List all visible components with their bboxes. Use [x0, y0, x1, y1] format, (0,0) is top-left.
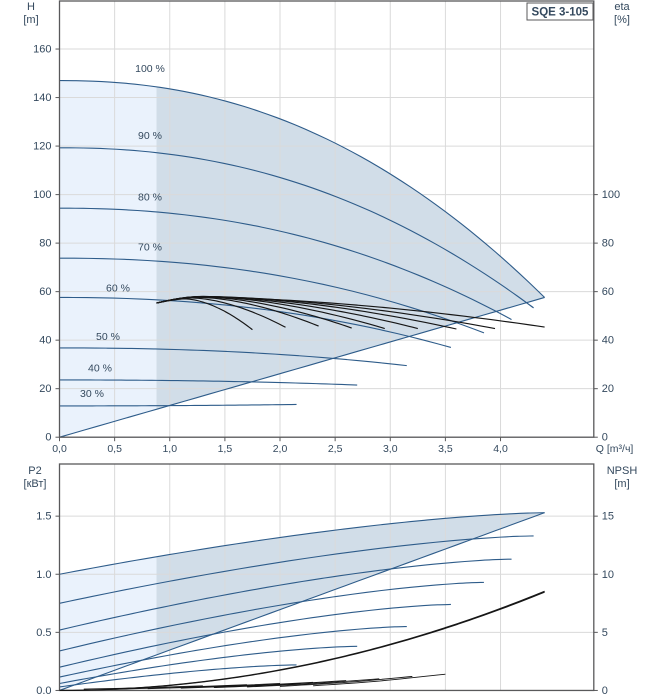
- svg-text:H: H: [27, 1, 35, 13]
- svg-text:[%]: [%]: [614, 14, 630, 26]
- svg-text:120: 120: [33, 141, 51, 153]
- svg-text:140: 140: [33, 92, 51, 104]
- svg-text:60: 60: [602, 286, 614, 298]
- svg-text:3,0: 3,0: [383, 443, 398, 455]
- svg-text:100: 100: [602, 189, 620, 201]
- svg-text:100: 100: [33, 189, 51, 201]
- svg-text:0.0: 0.0: [36, 685, 51, 697]
- svg-text:70 %: 70 %: [138, 241, 162, 253]
- svg-text:0: 0: [602, 432, 608, 444]
- svg-text:80: 80: [39, 238, 51, 250]
- svg-text:Q [m³/ч]: Q [m³/ч]: [596, 443, 634, 455]
- svg-text:SQE 3-105: SQE 3-105: [532, 7, 589, 19]
- svg-text:1,5: 1,5: [218, 443, 233, 455]
- svg-text:60 %: 60 %: [106, 283, 130, 295]
- svg-text:0,5: 0,5: [107, 443, 122, 455]
- svg-text:P2: P2: [28, 465, 41, 477]
- svg-text:40: 40: [602, 335, 614, 347]
- svg-text:30 %: 30 %: [80, 388, 104, 400]
- svg-text:eta: eta: [614, 1, 630, 13]
- svg-text:20: 20: [39, 383, 51, 395]
- svg-text:0: 0: [602, 685, 608, 697]
- svg-text:5: 5: [602, 627, 608, 639]
- svg-text:80 %: 80 %: [138, 192, 162, 204]
- svg-text:40: 40: [39, 335, 51, 347]
- svg-text:40 %: 40 %: [88, 363, 112, 375]
- svg-text:2,0: 2,0: [273, 443, 288, 455]
- svg-text:50 %: 50 %: [96, 331, 120, 343]
- svg-text:4,0: 4,0: [493, 443, 508, 455]
- svg-text:1.5: 1.5: [36, 511, 51, 523]
- svg-text:NPSH: NPSH: [607, 465, 638, 477]
- svg-text:0: 0: [45, 432, 51, 444]
- svg-text:100 %: 100 %: [135, 63, 165, 75]
- svg-text:20: 20: [602, 383, 614, 395]
- svg-text:80: 80: [602, 238, 614, 250]
- svg-text:[кВт]: [кВт]: [24, 478, 47, 490]
- svg-text:1,0: 1,0: [162, 443, 177, 455]
- svg-text:[m]: [m]: [614, 478, 629, 490]
- svg-text:90 %: 90 %: [138, 130, 162, 142]
- svg-text:[m]: [m]: [23, 14, 38, 26]
- svg-text:1.0: 1.0: [36, 569, 51, 581]
- svg-text:15: 15: [602, 511, 614, 523]
- svg-text:160: 160: [33, 44, 51, 56]
- svg-text:0.5: 0.5: [36, 627, 51, 639]
- svg-text:2,5: 2,5: [328, 443, 343, 455]
- svg-text:0,0: 0,0: [52, 443, 67, 455]
- svg-text:3,5: 3,5: [438, 443, 453, 455]
- svg-text:60: 60: [39, 286, 51, 298]
- svg-text:10: 10: [602, 569, 614, 581]
